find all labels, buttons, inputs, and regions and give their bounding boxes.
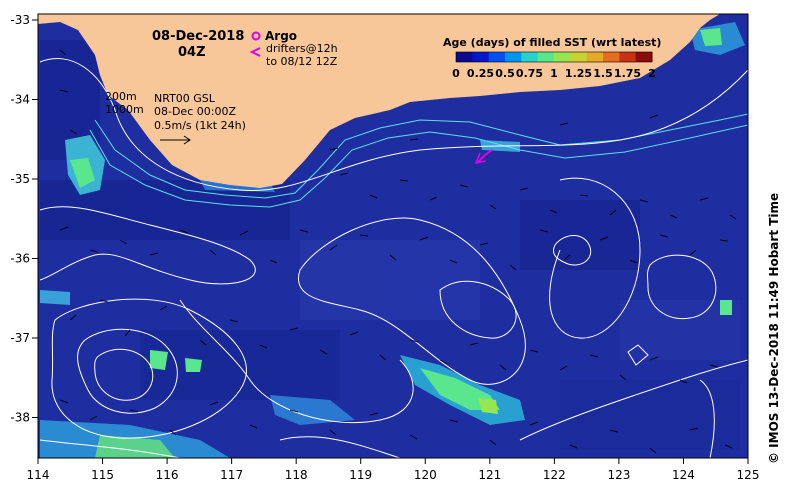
lon-tick-label: 123 [607,468,630,482]
colorbar-label: 1.5 [593,67,613,80]
colorbar-swatch [619,52,637,62]
colorbar-swatch [570,52,588,62]
plot-frame [37,13,749,459]
colorbar-swatches [456,52,653,62]
colorbar-swatch [472,52,490,62]
lat-tick-label: -33 [10,13,30,27]
velocity-scale-arrow-icon [160,135,191,145]
argo-legend: Argo [251,29,297,43]
colorbar-title: Age (days) of filled SST (wrt latest) [443,36,661,49]
colorbar-label: 2 [648,67,656,80]
map-plot-area [38,14,748,458]
colorbar-swatch [554,52,571,62]
colorbar-label: 0 [452,67,460,80]
lat-tick-label: -35 [10,172,30,186]
isobath-200-label: 200m [105,90,137,103]
lat-tick-label: -38 [10,411,30,425]
colorbar-label: 1 [550,67,558,80]
argo-marker-icon [251,31,261,41]
colorbar-swatch [505,52,522,62]
credit-container: © IMOS 13-Dec-2018 11:49 Hobart Time [752,14,790,472]
colorbar-swatch [537,52,555,62]
ssh-contours [39,58,748,458]
colorbar-label: 0.5 [495,67,515,80]
lon-tick-label: 118 [285,468,308,482]
colorbar-labels: 0 0.25 0.5 0.75 1 1.25 1.5 1.75 2 [452,67,656,80]
colorbar-swatch [603,52,620,62]
credit-text: © IMOS 13-Dec-2018 11:49 Hobart Time [767,193,781,464]
colorbar-swatch [635,52,653,62]
drifters-legend: drifters@12h to 08/12 12Z [249,42,338,68]
lon-tick-label: 115 [91,468,114,482]
lon-tick-label: 122 [543,468,566,482]
lon-tick-label: 120 [414,468,437,482]
lat-axis: -33 -34 -35 -36 -37 -38 [10,13,38,425]
drifters-label: drifters@12h [266,42,338,55]
lon-tick-label: 116 [156,468,179,482]
lat-tick-label: -37 [10,331,30,345]
colorbar-swatch [521,52,539,62]
colorbar-swatch [456,52,473,62]
colorbar-swatch [586,52,604,62]
lat-tick-label: -34 [10,93,30,107]
colorbar-swatch [488,52,506,62]
lon-tick-label: 114 [27,468,50,482]
current-vectors [59,49,737,454]
colorbar-label: 1.25 [565,67,592,80]
drifters-to-label: to 08/12 12Z [266,55,338,68]
lon-tick-label: 125 [737,468,760,482]
isobath-1000-label: 1000m [105,103,144,116]
lon-tick-label: 121 [478,468,501,482]
lon-axis: 114 115 116 117 118 119 120 121 122 123 124 125 [27,458,760,482]
drifter-track [474,149,493,165]
lon-tick-label: 117 [220,468,243,482]
lon-tick-label: 119 [349,468,372,482]
product-time-label: 08-Dec 00:00Z [154,105,236,118]
colorbar-frame [455,51,653,63]
velocity-scale-label: 0.5m/s (1kt 24h) [154,119,246,132]
argo-label: Argo [265,29,297,43]
lon-tick-label: 124 [672,468,695,482]
drifter-arrow-icon [249,47,261,57]
map-date: 08-Dec-2018 [152,29,244,44]
lat-tick-label: -36 [10,252,30,266]
product-label: NRT00 GSL [154,92,216,105]
colorbar-label: 0.75 [516,67,543,80]
colorbar-label: 1.75 [614,67,641,80]
map-time: 04Z [178,45,206,60]
sst-fill-patches [40,22,745,458]
colorbar-label: 0.25 [467,67,494,80]
